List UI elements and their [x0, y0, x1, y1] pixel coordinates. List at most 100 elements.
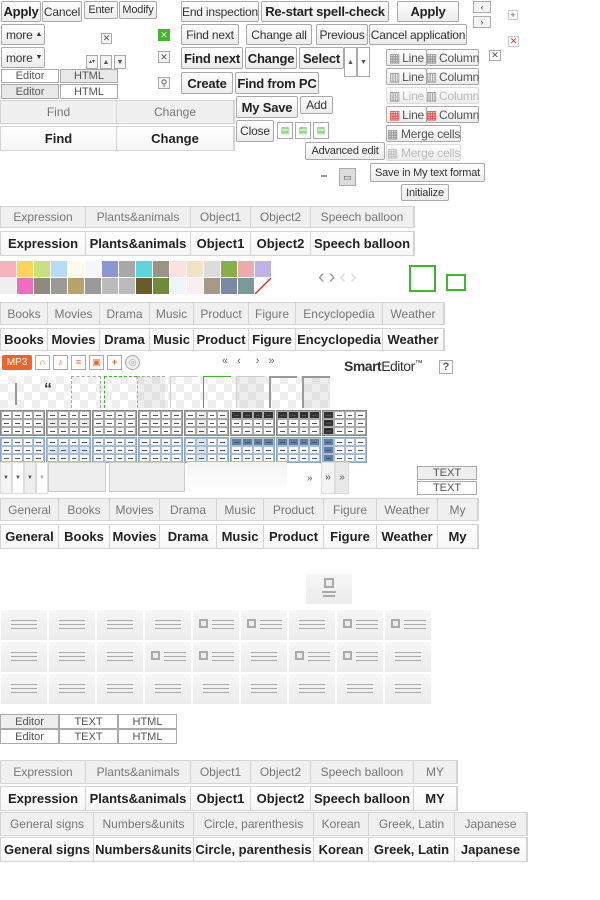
layout-thumb[interactable]	[385, 674, 431, 704]
table-style-option[interactable]	[0, 410, 45, 436]
end-inspection-button[interactable]: End inspection	[181, 1, 259, 22]
general-active-tab[interactable]: Music	[217, 525, 264, 548]
search-icon[interactable]: ⚲	[158, 77, 170, 89]
pattern-swatch[interactable]	[119, 278, 135, 294]
layout-thumb[interactable]	[306, 574, 352, 604]
pattern-swatch[interactable]	[85, 261, 101, 277]
general-tab[interactable]: Music	[217, 499, 264, 520]
table-style-option[interactable]	[184, 437, 229, 463]
layout-thumb[interactable]	[289, 610, 335, 640]
editor-tab[interactable]: Editor	[0, 714, 59, 729]
symbol-active-tab[interactable]: Circle, parenthesis	[194, 838, 314, 861]
expression-my-active-tab[interactable]: Object2	[251, 787, 311, 810]
pattern-swatch[interactable]	[170, 278, 186, 294]
category-tab[interactable]: Drama	[100, 303, 150, 324]
expression-my-active-tab[interactable]: MY	[414, 787, 457, 810]
category-active-tab[interactable]: Weather	[383, 329, 444, 350]
column-table-button[interactable]: ▥ Column	[426, 68, 479, 85]
html-mode-tab[interactable]: HTML	[60, 69, 118, 83]
next-page-icon[interactable]: ›	[255, 355, 260, 367]
expression-active-tab[interactable]: Object2	[251, 232, 311, 255]
merge-cells-button[interactable]: ▦ Merge cells	[386, 125, 461, 142]
expression-my-tab[interactable]: Expression	[1, 761, 86, 783]
layout-thumb[interactable]	[337, 642, 383, 672]
pattern-swatch[interactable]	[17, 261, 33, 277]
find-tab[interactable]: Find	[1, 101, 117, 123]
pattern-swatch[interactable]	[0, 261, 16, 277]
general-active-tab[interactable]: Weather	[377, 525, 438, 548]
pattern-swatch[interactable]	[238, 261, 254, 277]
general-tab[interactable]: Movies	[110, 499, 160, 520]
up-arrow-icon[interactable]: ▲	[100, 55, 112, 69]
category-tab[interactable]: Music	[150, 303, 194, 324]
general-tab[interactable]: Figure	[324, 499, 377, 520]
category-active-tab[interactable]: Books	[1, 329, 48, 350]
pattern-swatch[interactable]	[51, 261, 67, 277]
table-style-option[interactable]	[138, 437, 183, 463]
general-active-tab[interactable]: General	[1, 525, 59, 548]
change-button[interactable]: Change	[245, 47, 297, 69]
close-icon[interactable]: ✕	[489, 50, 501, 61]
pattern-swatch[interactable]	[102, 261, 118, 277]
more-icon[interactable]: »	[335, 462, 349, 494]
layout-thumb[interactable]	[1, 610, 47, 640]
table-style-option[interactable]	[230, 410, 275, 436]
pattern-swatch[interactable]	[204, 261, 220, 277]
table-style-option[interactable]	[138, 410, 183, 436]
pattern-swatch[interactable]	[187, 278, 203, 294]
expression-tab[interactable]: Plants&animals	[86, 207, 191, 227]
more-icon[interactable]: »	[321, 462, 335, 494]
symbol-active-tab[interactable]: Japanese	[455, 838, 527, 861]
general-active-tab[interactable]: Drama	[160, 525, 217, 548]
expression-tab[interactable]: Expression	[1, 207, 86, 227]
table-style-option[interactable]	[230, 437, 275, 463]
pattern-swatch[interactable]	[238, 278, 254, 294]
prev-icon[interactable]: ‹	[318, 266, 329, 288]
previous-button[interactable]: Previous	[316, 24, 368, 45]
general-tab[interactable]: General	[1, 499, 59, 520]
cd-icon[interactable]: ◎	[125, 355, 140, 370]
expression-my-tab[interactable]: MY	[414, 761, 457, 783]
layout-thumb[interactable]	[145, 674, 191, 704]
quote-dashed-gray[interactable]	[71, 376, 101, 408]
dropdown-arrow-icon[interactable]: ▼	[12, 462, 24, 494]
add-button[interactable]: Add	[300, 96, 333, 114]
symbol-tab[interactable]: Numbers&units	[94, 813, 194, 835]
text-tab[interactable]: TEXT	[59, 714, 118, 729]
category-tab[interactable]: Books	[1, 303, 48, 324]
layout-thumb[interactable]	[289, 674, 335, 704]
layout-thumb[interactable]	[145, 610, 191, 640]
up-arrow-icon[interactable]: ▲	[344, 47, 357, 77]
pattern-swatch[interactable]	[153, 278, 169, 294]
find-next-bold-button[interactable]: Find next	[181, 47, 243, 69]
find-from-pc-button[interactable]: Find from PC	[235, 72, 319, 94]
symbol-tab[interactable]: Japanese	[455, 813, 527, 835]
pattern-swatch[interactable]	[170, 261, 186, 277]
table-style-option[interactable]	[0, 437, 45, 463]
expression-active-tab[interactable]: Plants&animals	[86, 232, 191, 255]
symbol-active-tab[interactable]: Korean	[314, 838, 369, 861]
create-button[interactable]: Create	[181, 72, 233, 94]
plus-icon[interactable]: +	[107, 355, 122, 370]
apply-bold-button[interactable]: Apply	[397, 1, 459, 22]
layout-thumb[interactable]	[97, 674, 143, 704]
expression-my-tab[interactable]: Object1	[191, 761, 251, 783]
category-active-tab[interactable]: Drama	[100, 329, 150, 350]
modify-button[interactable]: Modify	[119, 1, 157, 19]
headphones-icon[interactable]: ∩	[35, 355, 50, 370]
category-active-tab[interactable]: Movies	[48, 329, 100, 350]
category-tab[interactable]: Encyclopedia	[296, 303, 383, 324]
column-table-button[interactable]: ▦ Column	[426, 49, 479, 66]
editor-tab[interactable]: Editor	[0, 729, 59, 744]
table-style-option[interactable]	[92, 410, 137, 436]
table-style-option[interactable]	[276, 437, 321, 463]
quote-bar-icon[interactable]	[15, 383, 17, 405]
first-page-icon[interactable]: «	[222, 355, 229, 367]
pattern-swatch[interactable]	[119, 261, 135, 277]
expression-my-active-tab[interactable]: Speech balloon	[311, 787, 414, 810]
pattern-swatch[interactable]	[221, 278, 237, 294]
mp3-button[interactable]: MP3	[2, 355, 32, 370]
pattern-swatch[interactable]	[102, 278, 118, 294]
general-active-tab[interactable]: Product	[264, 525, 324, 548]
layout-thumb[interactable]	[97, 642, 143, 672]
